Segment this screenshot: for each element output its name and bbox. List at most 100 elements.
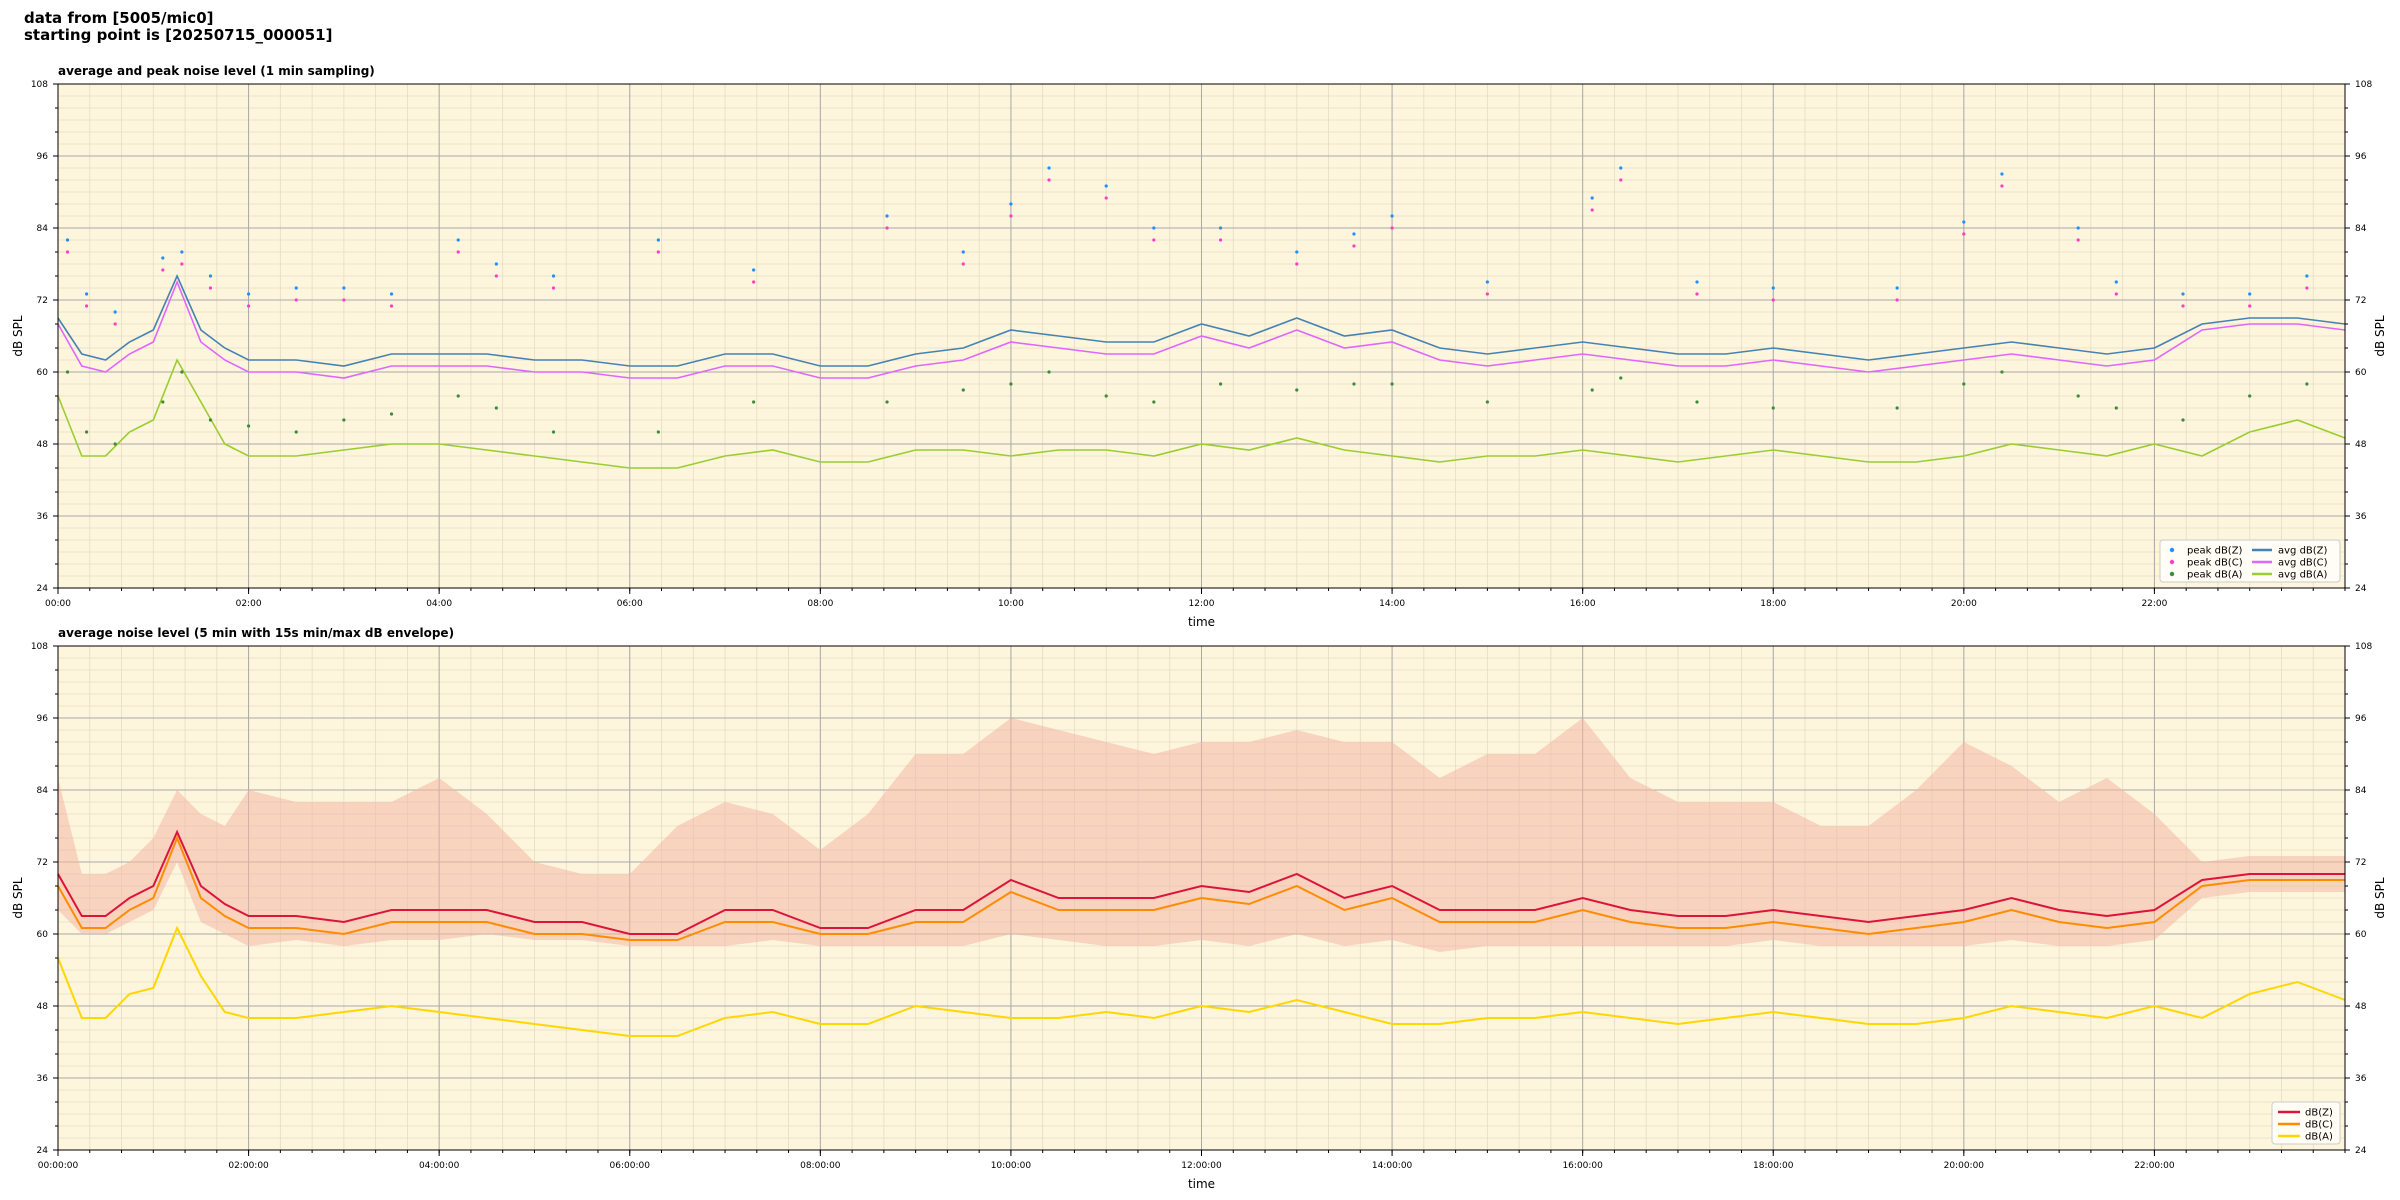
- peak-point: [180, 370, 184, 374]
- peak-point: [2076, 226, 2080, 230]
- peak-point: [389, 304, 394, 308]
- panel-title: average and peak noise level (1 min samp…: [58, 64, 375, 78]
- y-tick-label: 108: [31, 80, 48, 90]
- x-tick-label: 10:00: [998, 599, 1024, 609]
- x-tick-label: 12:00: [1189, 599, 1215, 609]
- peak-point: [1047, 166, 1051, 170]
- chart-panel-1: 24 24 36 36 48 48 60 60 72 72 84 84 96 96 108 108 00:00 0…: [11, 64, 2387, 629]
- x-tick-label: 12:00:00: [1181, 1161, 1222, 1171]
- peak-point: [161, 256, 165, 260]
- y-tick-label: 108: [2355, 642, 2372, 652]
- y-tick-label: 36: [37, 512, 49, 522]
- peak-point: [494, 262, 498, 266]
- x-tick-label: 10:00:00: [991, 1161, 1032, 1171]
- y-axis-label-left: dB SPL: [11, 315, 25, 357]
- peak-point: [246, 292, 251, 296]
- legend-label: peak dB(C): [2187, 558, 2243, 569]
- y-axis-label-right: dB SPL: [2373, 315, 2387, 357]
- peak-point: [1619, 376, 1623, 380]
- peak-point: [2076, 238, 2080, 242]
- legend-label: dB(C): [2305, 1120, 2333, 1131]
- peak-point: [389, 292, 394, 296]
- legend-label: avg dB(A): [2278, 570, 2328, 581]
- peak-point: [656, 430, 660, 434]
- x-tick-label: 14:00:00: [1372, 1161, 1413, 1171]
- y-tick-label: 24: [2355, 1146, 2367, 1156]
- peak-point: [1895, 298, 1899, 302]
- y-tick-label: 48: [37, 440, 49, 450]
- peak-point: [246, 424, 251, 428]
- peak-point: [2181, 418, 2185, 422]
- y-tick-label: 60: [37, 930, 49, 940]
- series-line-db-c-: [57, 835, 2345, 941]
- peak-point: [84, 292, 89, 296]
- y-tick-label: 108: [2355, 80, 2372, 90]
- peak-point: [84, 304, 89, 308]
- peak-point: [752, 268, 756, 272]
- y-tick-label: 36: [2355, 1074, 2367, 1084]
- peak-point: [113, 442, 117, 446]
- x-tick-label: 20:00: [1951, 599, 1977, 609]
- y-tick-label: 96: [2355, 714, 2367, 724]
- y-tick-label: 60: [37, 368, 49, 378]
- peak-point: [113, 322, 117, 326]
- peak-point: [2305, 274, 2309, 278]
- x-tick-label: 06:00:00: [610, 1161, 651, 1171]
- report-header: data from [5005/mic0] starting point is …: [24, 10, 332, 44]
- peak-point: [2305, 286, 2309, 290]
- peak-point: [113, 310, 117, 314]
- peak-point: [1619, 178, 1623, 182]
- y-tick-label: 84: [2355, 786, 2367, 796]
- peak-point: [1047, 178, 1051, 182]
- peak-point: [1152, 238, 1156, 242]
- peak-point: [1771, 286, 1775, 290]
- y-tick-label: 24: [37, 1146, 49, 1156]
- peak-point: [180, 250, 184, 254]
- peak-point: [1895, 286, 1899, 290]
- x-tick-label: 06:00: [617, 599, 643, 609]
- peak-point: [1962, 382, 1966, 386]
- peak-point: [1390, 382, 1394, 386]
- x-tick-label: 04:00: [426, 599, 452, 609]
- peak-point: [342, 418, 346, 422]
- y-tick-label: 96: [37, 714, 49, 724]
- peak-point: [752, 400, 756, 404]
- y-tick-label: 48: [2355, 1002, 2367, 1012]
- peak-point: [1390, 214, 1394, 218]
- peak-point: [2181, 304, 2185, 308]
- peak-point: [1771, 406, 1775, 410]
- peak-point: [208, 418, 213, 422]
- legend-label: peak dB(A): [2187, 570, 2243, 581]
- peak-point: [2076, 394, 2080, 398]
- peak-point: [2248, 394, 2252, 398]
- series-line-avg-db-a-: [57, 358, 2346, 469]
- peak-point: [1962, 232, 1966, 236]
- peak-point: [1009, 202, 1013, 206]
- legend-label: avg dB(Z): [2278, 546, 2328, 557]
- peak-point: [2305, 382, 2309, 386]
- x-tick-label: 14:00: [1379, 599, 1405, 609]
- peak-point: [2114, 406, 2118, 410]
- legend-label: dB(A): [2305, 1132, 2333, 1143]
- peak-point: [494, 274, 498, 278]
- chart-panel-2: 24 24 36 36 48 48 60 60 72 72 84 84 96 96 108 108 00:00:…: [11, 626, 2387, 1191]
- peak-point: [1695, 400, 1699, 404]
- peak-point: [1895, 406, 1899, 410]
- peak-point: [342, 286, 346, 290]
- peak-point: [1695, 292, 1699, 296]
- peak-point: [208, 274, 213, 278]
- peak-point: [1352, 244, 1356, 248]
- peak-point: [752, 280, 756, 284]
- peak-point: [1218, 238, 1223, 242]
- peak-point: [1485, 400, 1489, 404]
- peak-point: [1009, 382, 1013, 386]
- peak-point: [1152, 226, 1156, 230]
- peak-point: [1218, 382, 1223, 386]
- peak-point: [885, 226, 889, 230]
- series-line-db-a-: [57, 925, 2346, 1037]
- x-tick-label: 02:00:00: [228, 1161, 269, 1171]
- x-tick-label: 00:00: [45, 599, 71, 609]
- peak-point: [494, 406, 498, 410]
- y-tick-label: 36: [2355, 512, 2367, 522]
- y-tick-label: 84: [37, 224, 49, 234]
